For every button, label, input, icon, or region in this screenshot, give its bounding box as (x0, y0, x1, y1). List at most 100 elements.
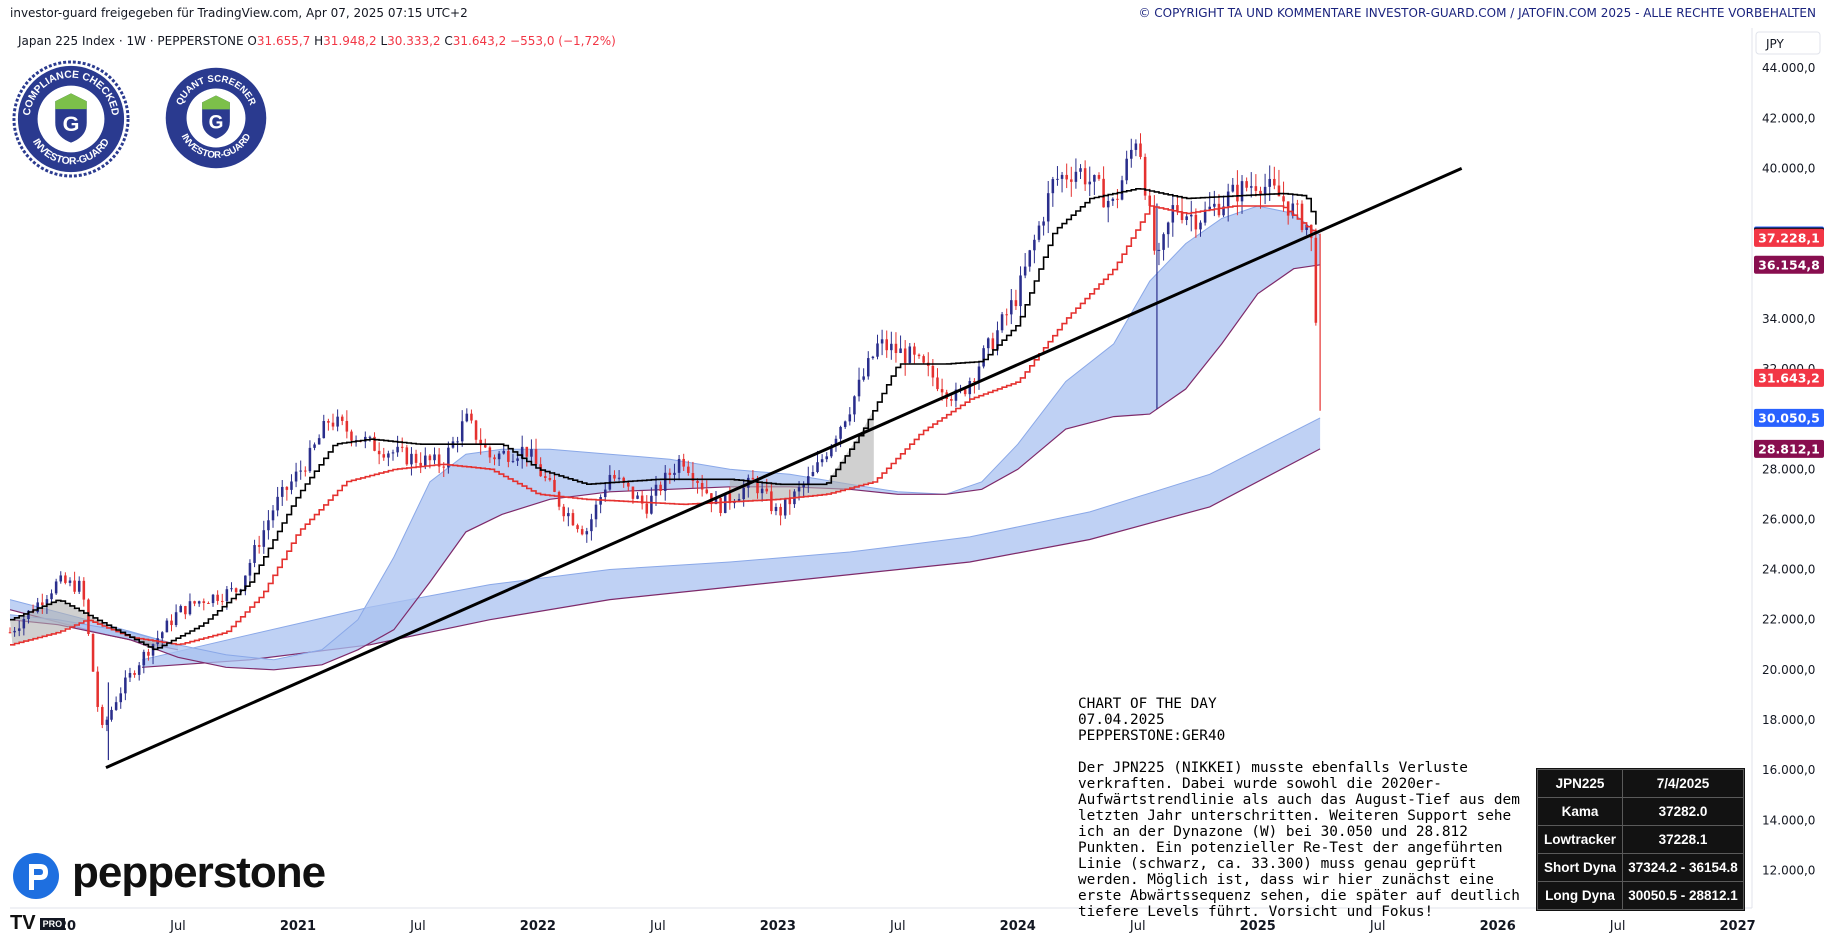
candle-body (1171, 205, 1175, 223)
y-tick-label: 20.000,0 (1762, 663, 1815, 677)
y-tick-label: 14.000,0 (1762, 813, 1815, 827)
candle-body (419, 462, 422, 466)
candle-body (631, 486, 635, 499)
x-tick-label: Jul (1369, 919, 1386, 934)
candle-body (174, 612, 178, 626)
ohlc-low: L30.333,2 (380, 34, 441, 48)
candle-body (105, 719, 109, 725)
candle-body (1056, 178, 1059, 180)
candle-body (101, 706, 104, 725)
candle-body (1226, 191, 1230, 207)
candle-body (442, 466, 446, 468)
info-row: Short Dyna 37324.2 - 36154.8 (1537, 853, 1744, 882)
candle-body (391, 452, 395, 454)
candle-body (940, 389, 944, 393)
x-tick-label: 2024 (1000, 919, 1036, 934)
candle-body (714, 498, 718, 505)
candle-body (1023, 266, 1027, 276)
candle-body (1153, 205, 1156, 251)
candle-body (1263, 186, 1267, 195)
candle-body (82, 580, 86, 600)
candle-body (654, 484, 658, 496)
candle-body (673, 472, 676, 475)
candle-body (13, 630, 16, 633)
pepperstone-wordmark: pepperstone (72, 848, 326, 897)
candle-body (1079, 168, 1082, 172)
candle-body (950, 399, 953, 401)
candle-body (603, 489, 607, 498)
candle-body (1236, 184, 1239, 202)
dyna-zone-short-upper (9, 205, 1321, 661)
candle-body (234, 588, 238, 593)
candle-body (73, 580, 76, 592)
candle-body (728, 493, 732, 504)
symbol-legend: Japan 225 Index · 1W · PEPPERSTONE O31.6… (18, 34, 616, 48)
candle-body (27, 610, 30, 619)
candle-body (922, 356, 925, 363)
candle-body (590, 519, 593, 532)
candle-body (857, 379, 861, 397)
candle-body (1259, 190, 1262, 195)
copyright-text: © COPYRIGHT TA UND KOMMENTARE INVESTOR-G… (1138, 6, 1816, 20)
candle-body (193, 601, 196, 604)
candle-body (645, 503, 649, 514)
candle-body (580, 529, 584, 535)
symbol-name[interactable]: Japan 225 Index · 1W · PEPPERSTONE (18, 34, 244, 48)
candle-body (1102, 178, 1105, 208)
candle-body (691, 472, 695, 481)
candle-body (1231, 184, 1235, 192)
cotd-title: CHART OF THE DAY (1078, 696, 1217, 712)
tradingview-logo[interactable]: TV PRO (10, 912, 66, 935)
candle-body (871, 356, 875, 359)
candle-body (1060, 174, 1064, 179)
candle-body (839, 426, 842, 439)
candle-body (936, 377, 939, 390)
candle-body (594, 504, 598, 520)
y-tick-label: 18.000,0 (1762, 713, 1815, 727)
currency-label: JPY (1765, 37, 1785, 51)
candle-body (567, 513, 570, 517)
indicator-info-table: JPN225 7/4/2025 Kama 37282.0 Lowtracker 372… (1536, 768, 1745, 911)
candle-body (682, 458, 685, 467)
candle-body (400, 446, 404, 448)
candle-body (91, 633, 95, 672)
info-row: Lowtracker 37228.1 (1537, 825, 1744, 854)
candle-body (124, 677, 127, 694)
uptrend-line (105, 167, 1463, 769)
candle-body (17, 628, 21, 631)
candle-body (59, 575, 63, 582)
candle-body (548, 477, 552, 480)
candle-body (668, 472, 672, 475)
kama-line (10, 188, 1317, 651)
candle-body (465, 413, 469, 422)
price-tag (1754, 228, 1824, 247)
compliance-checked-badge: COMPLIANCE CHECKED INVESTOR-GUARD G (12, 60, 130, 178)
candle-body (677, 458, 681, 473)
y-tick-label: 24.000,0 (1762, 563, 1815, 577)
candle-body (820, 459, 824, 463)
candle-body (484, 445, 487, 448)
candle-body (340, 416, 344, 421)
y-tick-label: 34.000,0 (1762, 312, 1815, 326)
candle-body (913, 346, 916, 355)
candle-body (1194, 214, 1198, 230)
lowtracker-line (10, 205, 1317, 646)
candle-body (322, 421, 326, 439)
candle-body (350, 431, 353, 441)
candle-body (271, 510, 275, 521)
candle-body (1065, 174, 1068, 180)
candle-body (991, 338, 995, 350)
candle-body (783, 498, 787, 516)
candle-body (1051, 179, 1055, 194)
candle-body (280, 486, 284, 497)
candle-body (516, 458, 519, 461)
candle-body (77, 580, 81, 592)
candle-body (142, 651, 146, 666)
candle-body (885, 339, 888, 351)
candle-body (1000, 314, 1004, 331)
candle-body (387, 453, 390, 458)
candle-body (1139, 143, 1142, 157)
candle-body (285, 486, 289, 490)
quant-screener-badge: QUANT SCREENER INVESTOR-GUARD G (165, 67, 267, 169)
